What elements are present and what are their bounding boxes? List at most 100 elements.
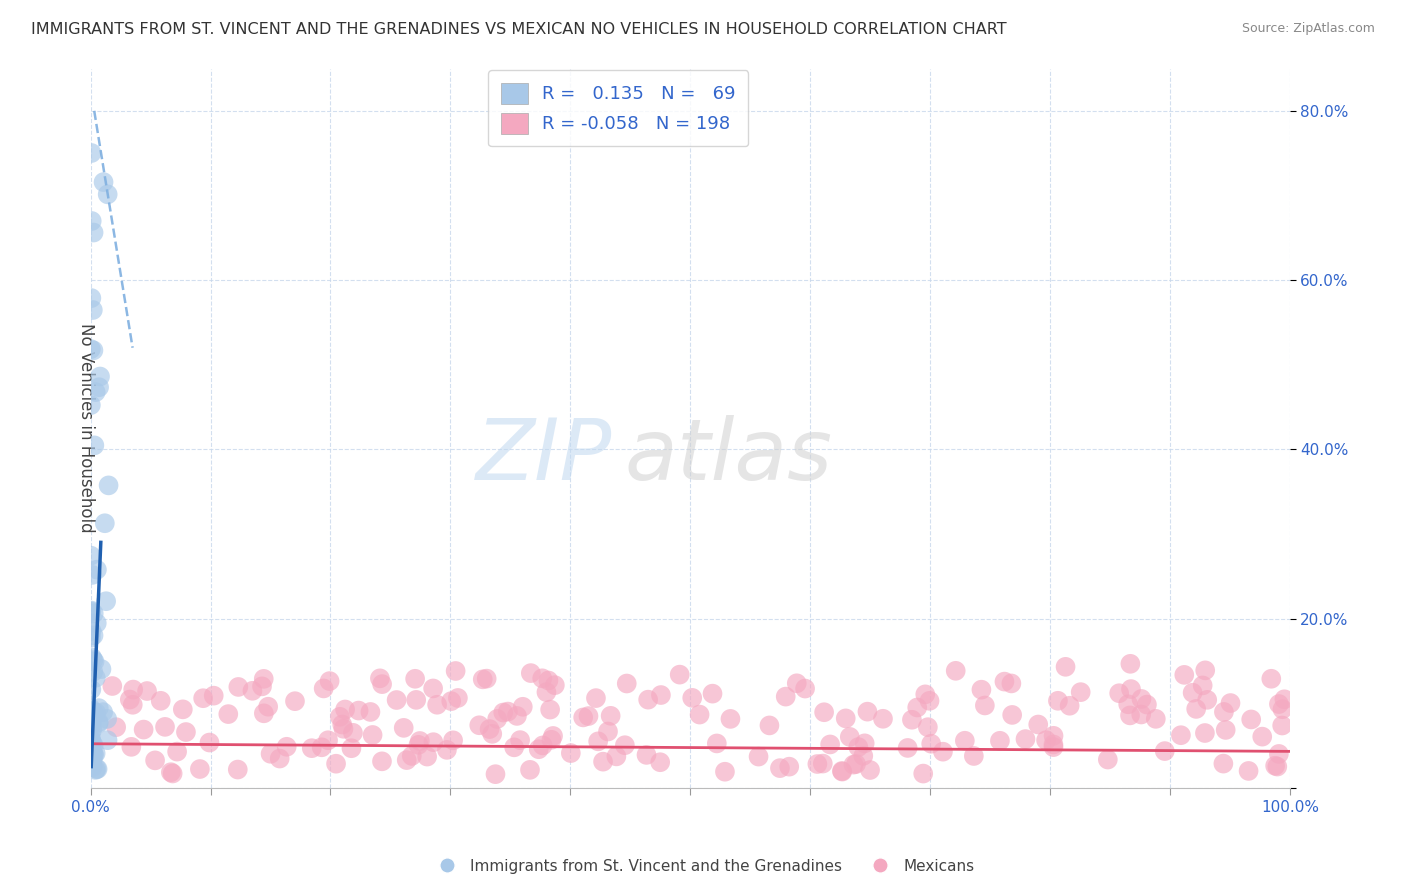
Point (143, 753, 166, 767)
Point (475, 672, 498, 686)
Point (228, 680, 250, 694)
Point (329, 710, 352, 724)
Point (82, 746, 104, 760)
Point (436, 743, 458, 757)
Point (385, 693, 408, 707)
Point (1001, 707, 1024, 722)
Point (963, 749, 986, 764)
Point (1215, 723, 1237, 737)
Point (80, 701, 103, 715)
Point (86, 762, 108, 776)
Point (441, 733, 464, 747)
Point (86, 762, 108, 776)
Point (1260, 672, 1282, 686)
Point (599, 708, 621, 723)
Point (444, 664, 467, 678)
Legend: R =   0.135   N =   69, R = -0.058   N = 198: R = 0.135 N = 69, R = -0.058 N = 198 (488, 70, 748, 146)
Point (592, 755, 614, 769)
Point (84, 706, 107, 720)
Point (544, 678, 567, 692)
Point (932, 745, 955, 759)
Point (484, 767, 506, 781)
Point (650, 688, 672, 702)
Point (481, 727, 503, 741)
Point (333, 702, 356, 716)
Point (80, 757, 103, 772)
Point (118, 692, 141, 706)
Point (794, 681, 817, 696)
Point (340, 741, 363, 756)
Point (83, 628, 105, 642)
Point (253, 672, 276, 686)
Point (953, 733, 976, 747)
Point (970, 682, 993, 697)
Point (1035, 733, 1057, 747)
Point (447, 690, 470, 705)
Point (538, 703, 561, 717)
Point (440, 694, 463, 708)
Point (527, 742, 550, 756)
Point (1108, 686, 1130, 700)
Point (202, 689, 225, 703)
Point (198, 735, 221, 749)
Point (94, 594, 117, 608)
Point (486, 712, 509, 726)
Point (347, 704, 370, 718)
Point (1212, 705, 1234, 719)
Point (531, 739, 554, 753)
Point (82, 665, 104, 679)
Point (368, 671, 391, 685)
Point (416, 749, 439, 764)
Point (172, 702, 194, 716)
Point (531, 671, 554, 685)
Point (901, 713, 924, 727)
Point (1268, 747, 1291, 761)
Point (920, 737, 942, 751)
Point (86, 616, 108, 631)
Point (1000, 676, 1022, 690)
Point (259, 747, 281, 761)
Point (503, 740, 526, 755)
Point (1194, 726, 1216, 740)
Point (330, 717, 353, 731)
Point (636, 747, 658, 762)
Point (1219, 696, 1241, 710)
Point (650, 756, 672, 770)
Point (605, 749, 627, 764)
Point (842, 757, 865, 772)
Point (80, 714, 103, 728)
Point (122, 682, 145, 697)
Point (83, 438, 105, 452)
Point (496, 705, 519, 719)
Point (859, 763, 882, 777)
Point (311, 740, 333, 755)
Point (872, 712, 894, 726)
Point (720, 712, 742, 726)
Point (426, 698, 449, 712)
Point (82, 568, 104, 582)
Point (166, 745, 188, 759)
Point (87, 715, 110, 730)
Point (478, 722, 501, 736)
Point (831, 764, 853, 778)
Point (1026, 717, 1049, 731)
Text: Source: ZipAtlas.com: Source: ZipAtlas.com (1241, 22, 1375, 36)
Point (153, 720, 176, 734)
Point (668, 667, 690, 681)
Point (371, 677, 394, 691)
Point (811, 756, 834, 771)
Point (1173, 668, 1195, 682)
Point (80, 716, 103, 731)
Point (1116, 698, 1139, 712)
Point (1042, 729, 1064, 743)
Point (160, 765, 183, 780)
Point (318, 674, 340, 689)
Point (778, 759, 800, 773)
Point (80, 146, 103, 161)
Point (422, 735, 444, 749)
Point (301, 741, 323, 756)
Point (188, 762, 211, 776)
Point (174, 725, 197, 739)
Point (80, 704, 103, 718)
Point (1194, 664, 1216, 678)
